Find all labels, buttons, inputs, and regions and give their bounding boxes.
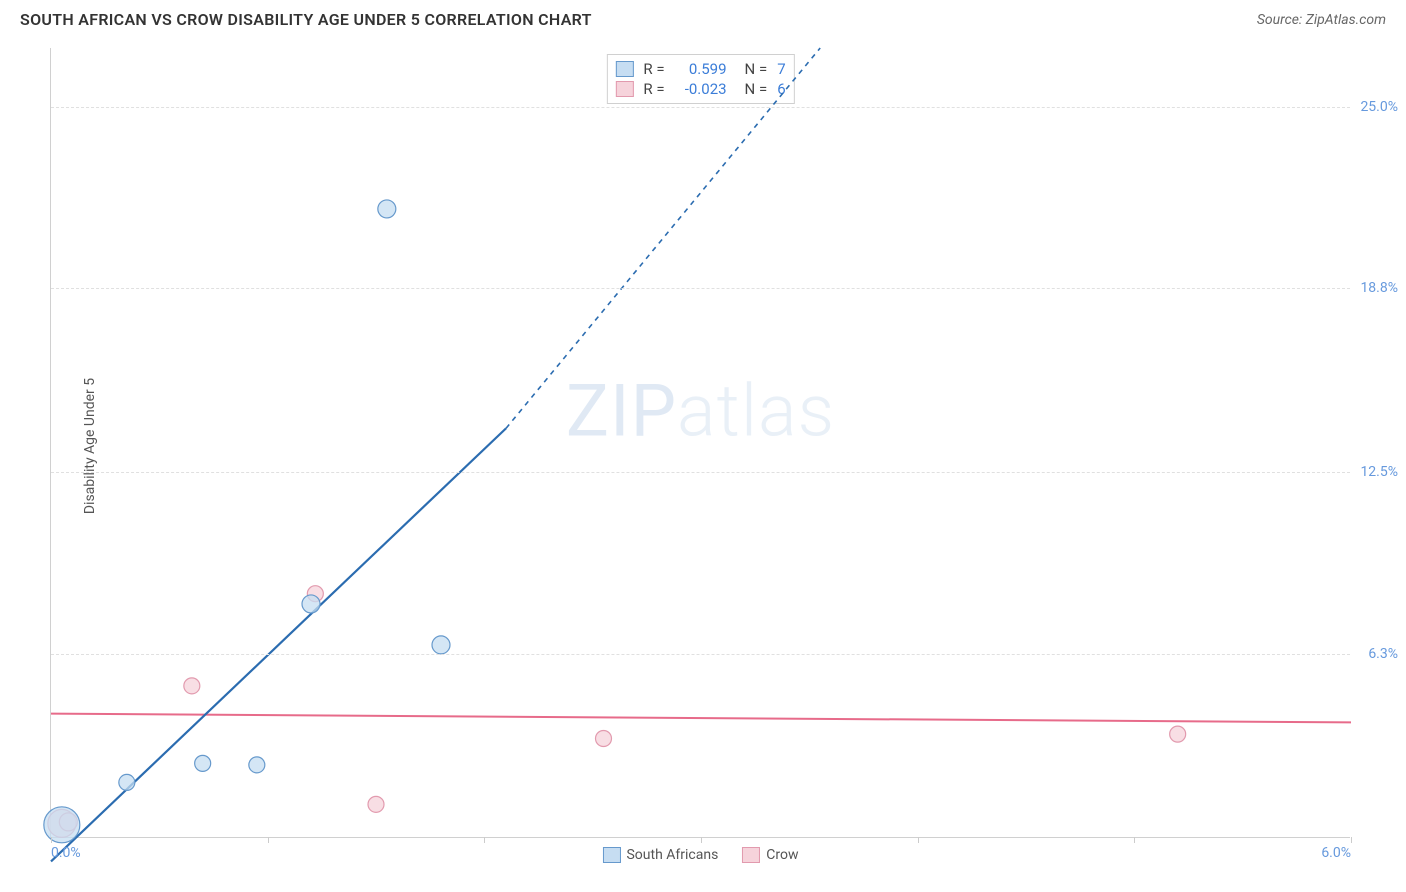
gridline — [51, 654, 1350, 655]
sa-point — [432, 636, 450, 654]
y-tick-label: 12.5% — [1360, 464, 1398, 480]
x-tick-label: 6.0% — [1321, 845, 1351, 861]
y-tick-label: 6.3% — [1368, 646, 1398, 662]
header: SOUTH AFRICAN VS CROW DISABILITY AGE UND… — [0, 0, 1406, 35]
source-name: ZipAtlas.com — [1306, 12, 1386, 28]
trend-line-sa-dash — [506, 48, 820, 428]
sa-point — [249, 757, 265, 773]
swatch-crow-bottom — [742, 847, 760, 863]
crow-point — [368, 796, 384, 812]
plot-area: ZIPatlas R = 0.599 N = 7 R = -0.023 N = … — [50, 48, 1350, 838]
trend-line-crow — [51, 714, 1351, 723]
crow-point — [184, 678, 200, 694]
source-prefix: Source: — [1257, 12, 1306, 28]
crow-point — [596, 731, 612, 747]
x-tick-label: 0.0% — [51, 845, 81, 861]
source-attribution: Source: ZipAtlas.com — [1257, 12, 1386, 28]
x-tick — [701, 837, 702, 843]
crow-point — [1170, 726, 1186, 742]
sa-point — [119, 774, 135, 790]
legend-item-crow: Crow — [742, 847, 798, 863]
y-tick-label: 25.0% — [1360, 99, 1398, 115]
legend-label-sa: South Africans — [626, 847, 718, 863]
series-legend: South Africans Crow — [602, 847, 798, 863]
sa-point — [195, 755, 211, 771]
legend-label-crow: Crow — [766, 847, 798, 863]
x-tick — [1351, 837, 1352, 843]
gridline — [51, 107, 1350, 108]
x-tick — [268, 837, 269, 843]
sa-point — [44, 807, 80, 843]
x-tick — [918, 837, 919, 843]
chart-title: SOUTH AFRICAN VS CROW DISABILITY AGE UND… — [20, 10, 592, 29]
legend-item-sa: South Africans — [602, 847, 718, 863]
x-tick — [51, 837, 52, 843]
gridline — [51, 472, 1350, 473]
x-tick — [1134, 837, 1135, 843]
swatch-sa-bottom — [602, 847, 620, 863]
sa-point — [378, 200, 396, 218]
y-tick-label: 18.8% — [1360, 280, 1398, 296]
x-tick — [484, 837, 485, 843]
sa-point — [302, 595, 320, 613]
gridline — [51, 288, 1350, 289]
plot-svg — [51, 48, 1350, 837]
